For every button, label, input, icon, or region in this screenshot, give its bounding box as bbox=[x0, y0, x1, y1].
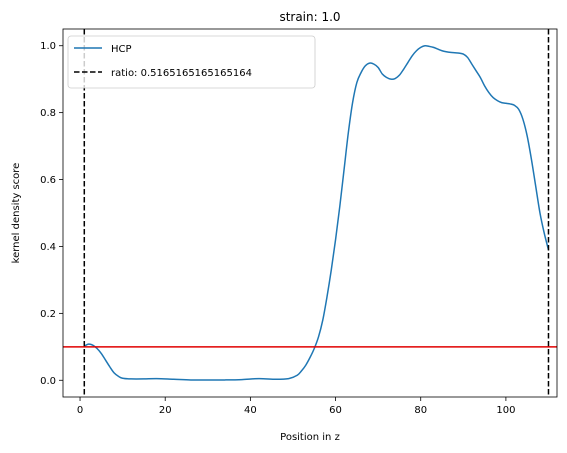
legend-label-ratio: ratio: 0.5165165165165164 bbox=[111, 68, 252, 79]
series-line-hcp bbox=[83, 44, 550, 381]
ticks-layer: 0 20 40 60 80 100 0.0 0.2 0.4 0.6 0.8 1.0 bbox=[40, 41, 515, 416]
legend: HCP ratio: 0.5165165165165164 bbox=[67, 35, 316, 89]
x-axis-label: Position in z bbox=[280, 432, 340, 443]
y-axis-label: kernel density score bbox=[11, 163, 22, 264]
legend-label-hcp: HCP bbox=[111, 44, 132, 55]
y-tick-label: 0.2 bbox=[40, 309, 56, 320]
x-tick-label: 40 bbox=[244, 405, 257, 416]
plot-frame bbox=[62, 28, 558, 398]
y-tick-label: 1.0 bbox=[40, 41, 56, 52]
x-tick-label: 20 bbox=[159, 405, 172, 416]
plot-background bbox=[63, 29, 557, 397]
legend-box bbox=[67, 35, 316, 89]
x-tick-label: 80 bbox=[414, 405, 427, 416]
y-tick-label: 0.6 bbox=[40, 175, 56, 186]
y-tick-label: 0.8 bbox=[40, 108, 56, 119]
chart-title: strain: 1.0 bbox=[279, 10, 340, 24]
x-tick-label: 60 bbox=[329, 405, 342, 416]
y-tick-label: 0.4 bbox=[40, 242, 56, 253]
y-tick-label: 0.0 bbox=[40, 376, 56, 387]
x-tick-label: 0 bbox=[77, 405, 83, 416]
series-layer bbox=[63, 29, 557, 397]
x-tick-label: 100 bbox=[496, 405, 515, 416]
